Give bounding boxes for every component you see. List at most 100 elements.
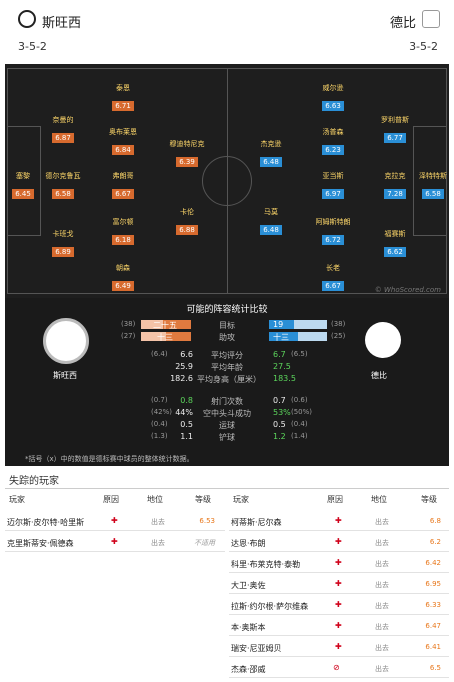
header-rating[interactable]: 等级 bbox=[421, 495, 437, 504]
away-formation: 3-5-2 bbox=[409, 40, 438, 53]
player-name[interactable]: 迈尔斯·皮尔特·哈里斯 bbox=[7, 518, 85, 527]
stat-row: (0.7) 0.8 0.7 (0.6) 射门次数 bbox=[151, 396, 308, 406]
player-status: 出去 bbox=[375, 644, 389, 652]
player-name[interactable]: 柯蒂斯·尼尔森 bbox=[231, 518, 282, 527]
player-name[interactable]: 拉斯·约尔根·萨尔维森 bbox=[231, 602, 309, 611]
injury-icon: ✚ bbox=[335, 642, 342, 651]
player-away-fw2[interactable]: 马莫 6.48 bbox=[241, 208, 301, 236]
player-home-fw2[interactable]: 卡伦 6.88 bbox=[157, 208, 217, 236]
player-away-gk[interactable]: 泽特特斯 6.58 bbox=[419, 172, 447, 199]
swansea-badge-icon bbox=[43, 318, 89, 364]
footnote: *括号（x）中的数值是德标赛中球员的整体统计数据。 bbox=[25, 455, 194, 463]
away-team-name[interactable]: 德比 bbox=[389, 16, 416, 31]
comparison-title: 可能的阵容统计比较 bbox=[186, 305, 268, 315]
player-home-m4[interactable]: 富尔顿 6.18 bbox=[112, 218, 134, 245]
player-away-m5[interactable]: 长老 6.67 bbox=[303, 264, 363, 292]
header-reason[interactable]: 原因 bbox=[103, 495, 119, 504]
player-away-m4[interactable]: 阿姆斯特朗 6.72 bbox=[315, 218, 351, 245]
player-status: 出去 bbox=[151, 518, 165, 526]
header-status[interactable]: 地位 bbox=[147, 495, 163, 504]
header-player[interactable]: 玩家 bbox=[233, 495, 249, 504]
player-rating: 6.53 bbox=[199, 517, 215, 525]
player-home-m5[interactable]: 朝森 6.49 bbox=[93, 264, 153, 292]
home-penalty-box bbox=[7, 126, 41, 236]
missing-player-row[interactable]: 柯蒂斯·尼尔森 ✚ 出去 6.8 bbox=[229, 510, 449, 531]
player-rating: 6.47 bbox=[425, 622, 441, 630]
header-reason[interactable]: 原因 bbox=[327, 495, 343, 504]
header-rating[interactable]: 等级 bbox=[195, 495, 211, 504]
player-status: 出去 bbox=[375, 560, 389, 568]
missing-player-row[interactable]: 杰森·邵威 ⊘ 出去 6.5 bbox=[229, 657, 449, 678]
centre-circle bbox=[202, 156, 252, 206]
stat-row: (6.4) 6.6 6.7 (6.5) 平均评分 bbox=[151, 350, 308, 360]
player-away-m2[interactable]: 汤普森 6.23 bbox=[322, 128, 344, 155]
player-name[interactable]: 达恩·布朗 bbox=[231, 539, 266, 548]
missing-player-row[interactable]: 克里斯蒂安·佩德森 ✚ 出去 不适用 bbox=[5, 531, 225, 552]
player-rating: 6.2 bbox=[429, 538, 441, 546]
player-home-m3[interactable]: 弗朗哥 6.67 bbox=[112, 172, 134, 199]
stat-row: (0.4) 0.5 0.5 (0.4) 运球 bbox=[151, 420, 308, 430]
missing-player-row[interactable]: 本·奥斯本 ✚ 出去 6.47 bbox=[229, 615, 449, 636]
stat-row: (42%) 44% 53% (50%) 空中头斗成功 bbox=[151, 408, 313, 418]
swansea-crest-icon bbox=[18, 10, 36, 28]
injury-icon: ✚ bbox=[335, 600, 342, 609]
missing-player-row[interactable]: 拉斯·约尔根·萨尔维森 ✚ 出去 6.33 bbox=[229, 594, 449, 615]
missing-player-row[interactable]: 大卫·奥佐 ✚ 出去 6.95 bbox=[229, 573, 449, 594]
missing-title: 失踪的玩家 bbox=[9, 476, 59, 487]
missing-player-row[interactable]: 瑞安·尼亚姆贝 ✚ 出去 6.41 bbox=[229, 636, 449, 657]
player-name[interactable]: 大卫·奥佐 bbox=[231, 581, 266, 590]
header-status[interactable]: 地位 bbox=[371, 495, 387, 504]
player-home-cb3[interactable]: 卡班戈 6.89 bbox=[52, 230, 74, 257]
away-stat-bar bbox=[269, 332, 327, 341]
home-stat-bar-fill bbox=[166, 332, 191, 341]
missing-player-row[interactable]: 达恩·布朗 ✚ 出去 6.2 bbox=[229, 531, 449, 552]
player-name[interactable]: 本·奥斯本 bbox=[231, 623, 266, 632]
suspension-icon: ⊘ bbox=[333, 663, 340, 672]
home-formation: 3-5-2 bbox=[18, 40, 47, 53]
player-rating: 6.41 bbox=[425, 643, 441, 651]
player-home-cb1[interactable]: 奈曼的 6.87 bbox=[52, 116, 74, 143]
injury-icon: ✚ bbox=[335, 537, 342, 546]
player-name[interactable]: 科里·布莱克特·泰勒 bbox=[231, 560, 301, 569]
player-home-m2[interactable]: 奥布莱恩 6.84 bbox=[109, 128, 137, 155]
player-rating: 6.33 bbox=[425, 601, 441, 609]
player-status: 出去 bbox=[151, 539, 165, 547]
player-away-cb1[interactable]: 罗利普斯 6.77 bbox=[381, 116, 409, 143]
player-name[interactable]: 杰森·邵威 bbox=[231, 665, 266, 674]
home-stat-bar-fill bbox=[162, 320, 191, 329]
player-status: 出去 bbox=[375, 602, 389, 610]
player-status: 出去 bbox=[375, 539, 389, 547]
derby-ram-icon bbox=[365, 322, 401, 358]
player-home-m1[interactable]: 泰恩 6.71 bbox=[93, 84, 153, 112]
player-home-fw1[interactable]: 穆迪特尼克 6.39 bbox=[169, 140, 205, 167]
player-away-cb3[interactable]: 福赛斯 6.62 bbox=[384, 230, 406, 257]
stat-row: (38) 二十五 19 (38) 目标 bbox=[121, 320, 346, 330]
player-status: 出去 bbox=[375, 518, 389, 526]
player-away-m1[interactable]: 威尔逊 6.63 bbox=[322, 84, 344, 111]
stat-row: (27) 十三 十三 (25) 助攻 bbox=[121, 332, 346, 342]
player-home-cb2[interactable]: 德尔克鲁瓦 6.58 bbox=[45, 172, 81, 199]
player-name[interactable]: 瑞安·尼亚姆贝 bbox=[231, 644, 282, 653]
player-status: 出去 bbox=[375, 623, 389, 631]
stat-row: (1.3) 1.1 1.2 (1.4) 铲球 bbox=[151, 432, 308, 442]
comparison-home-name[interactable]: 斯旺西 bbox=[53, 371, 77, 380]
match-header: 斯旺西 3-5-2 德比 3-5-2 bbox=[0, 0, 454, 62]
player-away-fw1[interactable]: 杰克逊 6.48 bbox=[260, 140, 282, 167]
lineup-comparison: 可能的阵容统计比较 斯旺西 德比 (38) 二十五 19 (38) 目标 (27) 十三 十三… bbox=[5, 298, 449, 466]
missing-player-row[interactable]: 科里·布莱克特·泰勒 ✚ 出去 6.42 bbox=[229, 552, 449, 573]
player-name[interactable]: 克里斯蒂安·佩德森 bbox=[7, 539, 74, 548]
home-team-name[interactable]: 斯旺西 bbox=[42, 16, 82, 31]
injury-icon: ✚ bbox=[335, 558, 342, 567]
header-player[interactable]: 玩家 bbox=[9, 495, 25, 504]
injury-icon: ✚ bbox=[335, 621, 342, 630]
away-penalty-box bbox=[413, 126, 447, 236]
home-stat-bar bbox=[141, 332, 191, 341]
pitch: 塞黎 6.45 奈曼的 6.87 德尔克鲁瓦 6.58 卡班戈 6.89 泰恩 6.71 … bbox=[5, 64, 449, 298]
player-status: 出去 bbox=[375, 581, 389, 589]
player-away-m3[interactable]: 亚当斯 6.97 bbox=[322, 172, 344, 199]
player-home-gk[interactable]: 塞黎 6.45 bbox=[5, 172, 53, 200]
away-stat-bar-fill bbox=[269, 320, 294, 329]
missing-player-row[interactable]: 迈尔斯·皮尔特·哈里斯 ✚ 出去 6.53 bbox=[5, 510, 225, 531]
comparison-away-name[interactable]: 德比 bbox=[371, 371, 387, 380]
player-away-cb2[interactable]: 克拉克 7.28 bbox=[384, 172, 406, 199]
